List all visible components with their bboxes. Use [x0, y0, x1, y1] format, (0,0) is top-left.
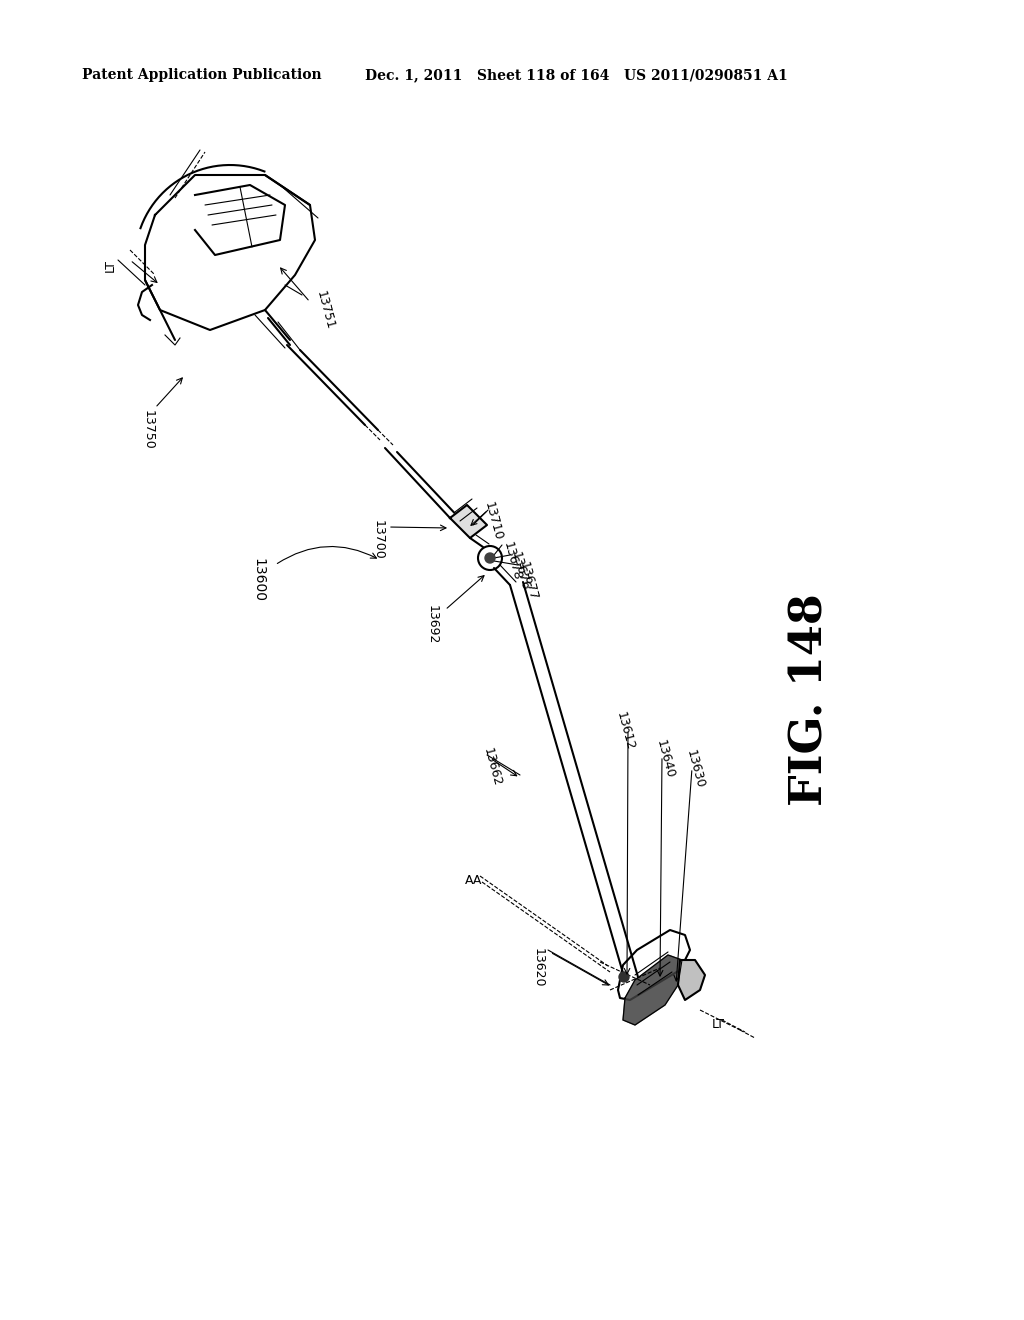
Text: LT: LT	[712, 1019, 725, 1031]
Text: 13677: 13677	[517, 560, 540, 602]
Text: 13600: 13600	[251, 558, 265, 602]
Polygon shape	[623, 954, 682, 1026]
Polygon shape	[450, 506, 487, 539]
Polygon shape	[678, 960, 705, 1001]
Circle shape	[618, 972, 629, 982]
Text: Patent Application Publication: Patent Application Publication	[82, 69, 322, 82]
Text: 13750: 13750	[141, 411, 155, 450]
Text: AA: AA	[465, 874, 482, 887]
Text: 13630: 13630	[684, 748, 707, 789]
Text: 13678: 13678	[501, 540, 523, 582]
Text: Dec. 1, 2011   Sheet 118 of 164   US 2011/0290851 A1: Dec. 1, 2011 Sheet 118 of 164 US 2011/02…	[365, 69, 787, 82]
Text: 13676: 13676	[509, 550, 531, 591]
Text: 13662: 13662	[480, 746, 504, 788]
Text: 13620: 13620	[531, 948, 545, 987]
Text: 13612: 13612	[613, 710, 637, 751]
Circle shape	[485, 553, 495, 564]
Text: 13700: 13700	[372, 520, 384, 560]
Text: 13640: 13640	[653, 738, 677, 780]
Text: 13751: 13751	[313, 289, 337, 331]
Text: 13710: 13710	[481, 500, 505, 543]
Text: FIG. 148: FIG. 148	[788, 594, 831, 807]
Text: 13692: 13692	[426, 606, 438, 644]
Text: LT: LT	[103, 259, 117, 272]
